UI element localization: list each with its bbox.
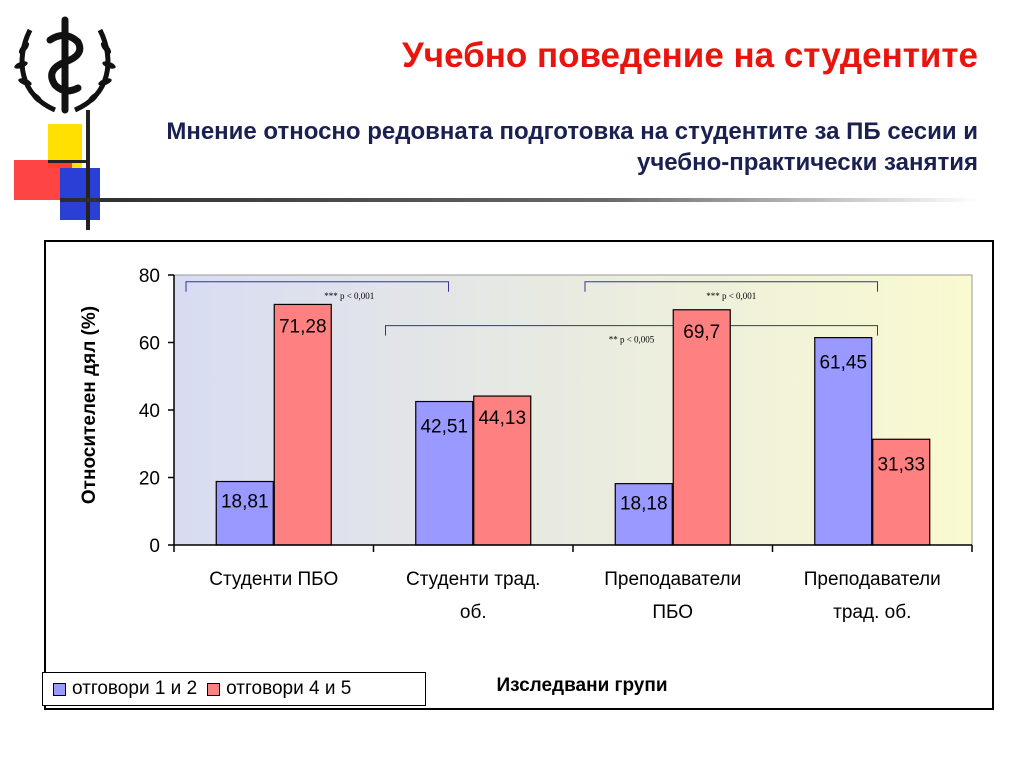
bar-series-2 xyxy=(473,395,532,546)
x-tick-label: Студенти трад. xyxy=(406,569,540,590)
bar-data-label: 71,28 xyxy=(279,316,327,337)
significance-label: ** p < 0,005 xyxy=(609,335,655,345)
bar-data-label: 31,33 xyxy=(877,454,925,475)
bar-series-2 xyxy=(273,303,332,546)
y-tick-label: 80 xyxy=(139,266,160,287)
bar-series-2 xyxy=(672,309,731,546)
decorative-squares xyxy=(14,110,100,230)
slide-title: Учебно поведение на студентите xyxy=(401,36,978,75)
significance-annotations: *** p < 0,001 ** p < 0,005 *** p < 0,001 xyxy=(185,281,878,345)
title-divider xyxy=(60,198,980,202)
bar-data-label: 69,7 xyxy=(683,322,720,343)
x-tick-label: Преподаватели xyxy=(804,569,941,590)
legend-label-series-2: отговори 4 и 5 xyxy=(226,678,352,699)
bar-series-1 xyxy=(215,480,274,546)
y-axis-label: Относителен дял (%) xyxy=(79,306,100,504)
y-tick-label: 40 xyxy=(139,401,160,422)
legend-item-series-2: отговори 4 и 5 xyxy=(207,678,351,700)
axes: 0 20 40 60 80 Студенти ПБО Студенти трад. об. Пр… xyxy=(139,266,973,623)
y-tick-label: 0 xyxy=(149,536,160,557)
legend-item-series-1: отговори 1 и 2 xyxy=(53,678,197,700)
y-tick-label: 20 xyxy=(139,469,160,490)
significance-bracket xyxy=(385,325,878,336)
legend: отговори 1 и 2 отговори 4 и 5 xyxy=(42,672,426,706)
x-tick-label: Студенти ПБО xyxy=(209,569,338,590)
significance-bracket xyxy=(584,281,878,292)
bar-data-label: 42,51 xyxy=(420,417,468,438)
bar-data-label: 44,13 xyxy=(478,408,526,429)
bar-data-label: 61,45 xyxy=(819,353,867,374)
significance-label: *** p < 0,001 xyxy=(706,291,756,301)
bar-data-label: 18,81 xyxy=(221,492,269,513)
bars: 18,81 42,51 18,18 61,45 71,28 44,13 69,7 31,33 xyxy=(215,303,931,546)
bar-series-1 xyxy=(415,400,474,546)
caduceus-wreath-logo xyxy=(14,16,116,114)
x-tick-label: об. xyxy=(460,602,487,623)
legend-label-series-1: отговори 1 и 2 xyxy=(72,678,198,699)
legend-swatch-series-1 xyxy=(53,682,66,696)
x-tick-label: ПБО xyxy=(652,602,693,623)
slide-subtitle: Мнение относно редовната подготовка на с… xyxy=(166,118,978,176)
bar-data-label: 18,18 xyxy=(620,494,668,515)
x-axis-label: Изследвани групи xyxy=(496,675,667,696)
significance-label: *** p < 0,001 xyxy=(324,291,374,301)
bar-series-1 xyxy=(814,337,873,546)
x-tick-label: Преподаватели xyxy=(604,569,741,590)
y-tick-label: 60 xyxy=(139,334,160,355)
bar-series-2 xyxy=(872,438,931,546)
significance-bracket xyxy=(185,281,449,292)
x-tick-label: трад. об. xyxy=(833,602,911,623)
legend-swatch-series-2 xyxy=(207,682,221,696)
